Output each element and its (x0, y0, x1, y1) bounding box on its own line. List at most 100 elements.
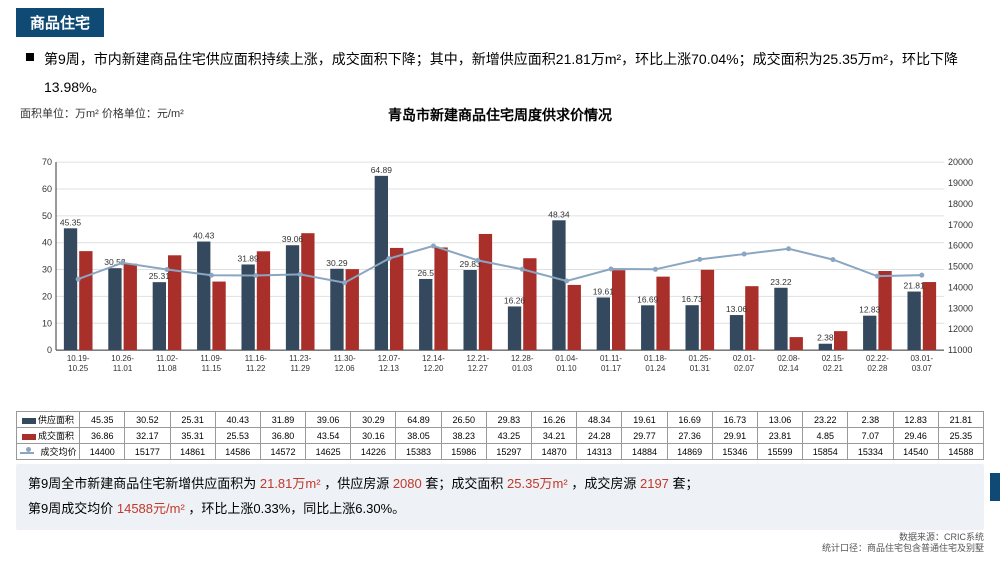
svg-text:13000: 13000 (948, 303, 973, 313)
svg-text:19.61: 19.61 (593, 286, 615, 296)
svg-text:2.38: 2.38 (817, 333, 834, 343)
svg-text:16.26: 16.26 (504, 295, 526, 305)
svg-text:02.15-: 02.15- (822, 354, 845, 363)
svg-text:30.29: 30.29 (326, 258, 348, 268)
svg-text:11.30-: 11.30- (334, 354, 356, 363)
svg-text:11.08: 11.08 (157, 364, 177, 373)
description: 第9周，市内新建商品住宅供应面积持续上涨，成交面积下降；其中，新增供应面积21.… (16, 43, 984, 107)
footer-source: 数据来源：CRIC系统 (899, 532, 984, 542)
svg-text:02.08-: 02.08- (777, 354, 800, 363)
svg-text:02.28: 02.28 (867, 364, 888, 373)
svg-text:12.06: 12.06 (335, 364, 356, 373)
bar-line-chart: 0102030405060701100012000130001400015000… (16, 129, 984, 409)
footer-note: 数据来源：CRIC系统 统计口径：商品住宅包含普通住宅及别墅 (16, 532, 984, 555)
svg-text:20: 20 (42, 291, 52, 301)
section-title-badge: 商品住宅 (16, 8, 104, 37)
svg-text:11.29: 11.29 (290, 364, 310, 373)
svg-text:03.01-: 03.01- (910, 354, 933, 363)
svg-text:39.06: 39.06 (282, 234, 304, 244)
svg-text:10.19-: 10.19- (67, 354, 90, 363)
svg-text:25.31: 25.31 (149, 271, 171, 281)
svg-text:01.25-: 01.25- (688, 354, 711, 363)
description-text: 第9周，市内新建商品住宅供应面积持续上涨，成交面积下降；其中，新增供应面积21.… (44, 51, 958, 95)
data-table: 供应面积45.3530.5225.3140.4331.8939.0630.296… (16, 411, 984, 460)
svg-text:11.16-: 11.16- (245, 354, 267, 363)
svg-text:11.09-: 11.09- (200, 354, 222, 363)
summary-box: 第9周全市新建商品住宅新增供应面积为 21.81万m² ，供应房源 2080 套… (16, 464, 984, 529)
summary-highlight: 2080 (393, 476, 422, 491)
svg-text:21.81: 21.81 (903, 281, 925, 291)
svg-text:26.5: 26.5 (417, 268, 434, 278)
svg-text:23.22: 23.22 (770, 277, 792, 287)
bullet-icon (26, 53, 34, 61)
svg-text:60: 60 (42, 184, 52, 194)
svg-text:02.21: 02.21 (823, 364, 844, 373)
svg-text:10: 10 (42, 318, 52, 328)
chart-area: 0102030405060701100012000130001400015000… (16, 129, 984, 409)
summary-highlight: 21.81万m² (260, 476, 321, 491)
svg-text:11.02-: 11.02- (156, 354, 178, 363)
svg-text:12.27: 12.27 (468, 364, 489, 373)
svg-text:01.17: 01.17 (601, 364, 622, 373)
svg-text:40: 40 (42, 238, 52, 248)
svg-text:48.34: 48.34 (548, 209, 570, 219)
svg-text:10.26-: 10.26- (111, 354, 134, 363)
svg-text:45.35: 45.35 (60, 217, 82, 227)
svg-text:13.06: 13.06 (726, 304, 748, 314)
svg-text:0: 0 (47, 345, 52, 355)
summary-text: ，供应房源 (324, 476, 389, 491)
summary-text: 套；成交面积 (425, 476, 503, 491)
svg-text:70: 70 (42, 157, 52, 167)
page: 商品住宅 第9周，市内新建商品住宅供应面积持续上涨，成交面积下降；其中，新增供应… (0, 0, 1000, 563)
svg-text:12.13: 12.13 (379, 364, 400, 373)
summary-text: 套； (673, 476, 699, 491)
summary-text: 第9周全市新建商品住宅新增供应面积为 (28, 476, 256, 491)
svg-text:16.73: 16.73 (681, 294, 703, 304)
svg-text:11.22: 11.22 (246, 364, 266, 373)
svg-text:12.20: 12.20 (423, 364, 444, 373)
chart-title: 青岛市新建商品住宅周度供求价情况 (16, 105, 984, 125)
svg-text:10.25: 10.25 (68, 364, 89, 373)
summary-text: ，成交房源 (571, 476, 636, 491)
svg-text:01.31: 01.31 (690, 364, 711, 373)
svg-text:30: 30 (42, 265, 52, 275)
summary-highlight: 2197 (640, 476, 669, 491)
svg-text:11.15: 11.15 (202, 364, 222, 373)
svg-text:01.04-: 01.04- (555, 354, 578, 363)
summary-highlight: 14588元/m² (117, 501, 185, 516)
svg-text:12.28-: 12.28- (511, 354, 534, 363)
svg-text:18000: 18000 (948, 199, 973, 209)
summary-text: 第9周成交均价 (28, 501, 113, 516)
svg-text:01.10: 01.10 (557, 364, 578, 373)
svg-text:02.07: 02.07 (734, 364, 755, 373)
svg-text:01.18-: 01.18- (644, 354, 667, 363)
svg-text:02.01-: 02.01- (733, 354, 756, 363)
svg-text:15000: 15000 (948, 262, 973, 272)
svg-text:12.14-: 12.14- (422, 354, 445, 363)
svg-text:40.43: 40.43 (193, 231, 215, 241)
svg-text:64.89: 64.89 (371, 165, 393, 175)
svg-text:12.21-: 12.21- (466, 354, 489, 363)
svg-text:11.23-: 11.23- (289, 354, 311, 363)
svg-text:02.14: 02.14 (779, 364, 800, 373)
svg-text:11.01: 11.01 (113, 364, 133, 373)
svg-text:12000: 12000 (948, 324, 973, 334)
svg-text:16000: 16000 (948, 241, 973, 251)
svg-text:11000: 11000 (948, 345, 972, 355)
svg-text:01.03: 01.03 (512, 364, 533, 373)
svg-text:12.83: 12.83 (859, 305, 881, 315)
svg-text:16.69: 16.69 (637, 294, 659, 304)
svg-text:01.24: 01.24 (645, 364, 666, 373)
svg-text:50: 50 (42, 211, 52, 221)
svg-text:17000: 17000 (948, 220, 973, 230)
svg-text:31.89: 31.89 (237, 253, 259, 263)
summary-highlight: 25.35万m² (507, 476, 568, 491)
svg-text:01.11-: 01.11- (600, 354, 622, 363)
svg-text:19000: 19000 (948, 178, 973, 188)
svg-text:02.22-: 02.22- (866, 354, 889, 363)
summary-text: ，环比上涨0.33%，同比上涨6.30%。 (188, 501, 405, 516)
svg-text:12.07-: 12.07- (378, 354, 401, 363)
footer-scope: 统计口径：商品住宅包含普通住宅及别墅 (822, 543, 984, 553)
svg-text:03.07: 03.07 (912, 364, 933, 373)
accent-bar (990, 473, 1000, 501)
